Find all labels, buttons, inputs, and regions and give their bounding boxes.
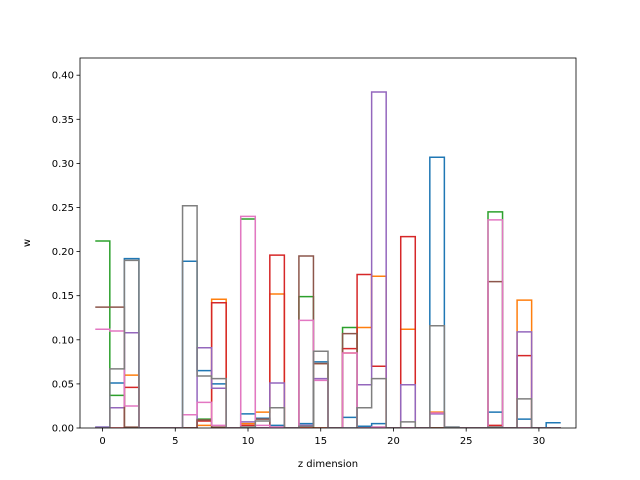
series-6-line — [95, 255, 561, 428]
y-axis: 0.00 0.05 0.10 0.15 0.20 0.25 0.30 0.35 0.40 — [52, 71, 80, 435]
x-tick-label: 10 — [242, 436, 255, 447]
x-tick-label: 20 — [387, 436, 400, 447]
x-tick-label: 25 — [460, 436, 473, 447]
y-tick-label: 0.15 — [52, 291, 74, 302]
y-tick-label: 0.10 — [52, 335, 74, 346]
y-tick-label: 0.05 — [52, 379, 74, 390]
x-axis-label: z dimension — [298, 459, 358, 470]
y-tick-label: 0.00 — [52, 424, 74, 435]
plot-frame — [79, 57, 577, 429]
x-tick-label: 0 — [99, 436, 105, 447]
y-tick-label: 0.20 — [52, 247, 74, 258]
y-tick-label: 0.25 — [52, 203, 74, 214]
series-7-line — [95, 215, 561, 428]
series-8-line — [95, 204, 561, 428]
y-tick-label: 0.30 — [52, 159, 74, 170]
x-axis: 0 5 10 15 20 25 30 — [99, 428, 545, 447]
series-layer — [95, 91, 561, 428]
y-axis-label: w — [22, 239, 33, 247]
x-tick-label: 15 — [314, 436, 327, 447]
y-tick-label: 0.35 — [52, 115, 74, 126]
x-tick-label: 5 — [172, 436, 178, 447]
y-tick-label: 0.40 — [52, 71, 74, 82]
x-tick-label: 30 — [533, 436, 546, 447]
